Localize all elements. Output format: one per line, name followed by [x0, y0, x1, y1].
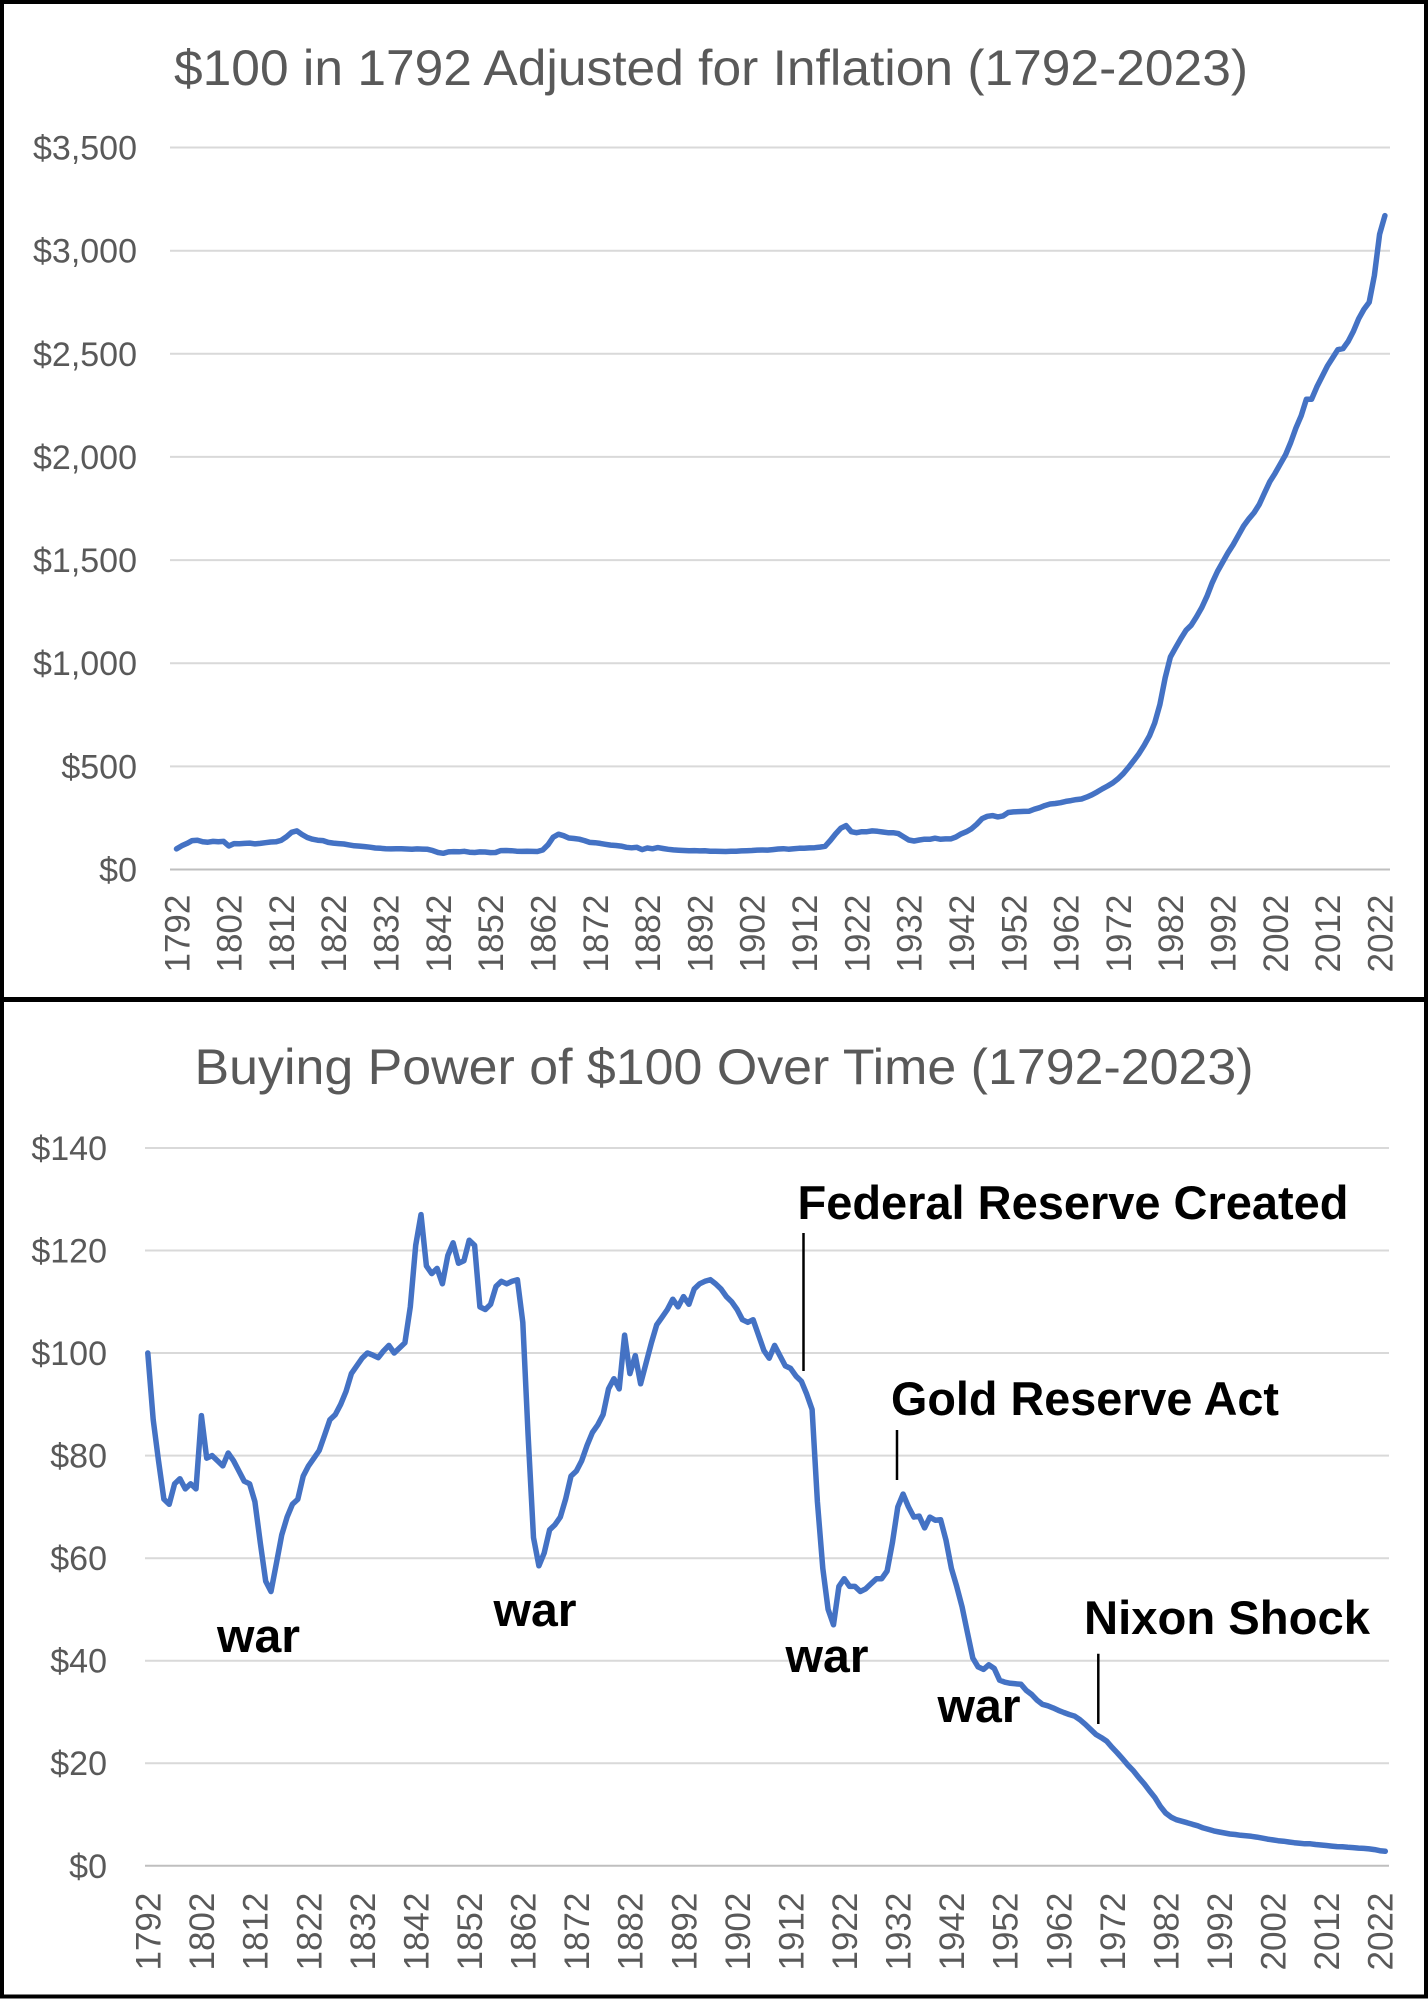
svg-text:1872: 1872 — [577, 895, 616, 973]
svg-text:$140: $140 — [31, 1130, 107, 1168]
svg-text:1922: 1922 — [838, 895, 877, 973]
svg-text:1912: 1912 — [786, 895, 825, 973]
svg-text:1852: 1852 — [451, 1893, 490, 1971]
svg-text:2012: 2012 — [1308, 1893, 1347, 1971]
svg-text:1972: 1972 — [1094, 1893, 1133, 1971]
svg-text:1812: 1812 — [237, 1893, 276, 1971]
svg-text:$80: $80 — [50, 1438, 107, 1476]
svg-text:1822: 1822 — [290, 1893, 329, 1971]
svg-text:$120: $120 — [31, 1233, 107, 1271]
svg-text:2002: 2002 — [1255, 1893, 1294, 1971]
svg-text:$3,500: $3,500 — [33, 130, 137, 168]
svg-text:$1,500: $1,500 — [33, 542, 137, 580]
svg-text:1892: 1892 — [681, 895, 720, 973]
svg-text:1802: 1802 — [211, 895, 250, 973]
svg-text:$1,000: $1,000 — [33, 645, 137, 683]
svg-text:$40: $40 — [50, 1643, 107, 1681]
svg-text:$3,000: $3,000 — [33, 233, 137, 271]
svg-text:$60: $60 — [50, 1540, 107, 1578]
svg-text:$0: $0 — [99, 852, 137, 890]
svg-text:1982: 1982 — [1147, 1893, 1186, 1971]
svg-text:Federal Reserve Created: Federal Reserve Created — [798, 1176, 1349, 1229]
svg-text:$0: $0 — [69, 1848, 107, 1886]
svg-text:1832: 1832 — [368, 895, 407, 973]
svg-text:1842: 1842 — [420, 895, 459, 973]
svg-text:$2,000: $2,000 — [33, 439, 137, 477]
svg-text:1862: 1862 — [505, 1893, 544, 1971]
svg-text:1872: 1872 — [558, 1893, 597, 1971]
svg-text:1952: 1952 — [987, 1893, 1026, 1971]
svg-text:1932: 1932 — [891, 895, 930, 973]
svg-text:2022: 2022 — [1361, 895, 1400, 973]
svg-text:1962: 1962 — [1048, 895, 1087, 973]
svg-text:1852: 1852 — [472, 895, 511, 973]
svg-text:war: war — [784, 1629, 868, 1682]
svg-text:1942: 1942 — [933, 1893, 972, 1971]
svg-text:war: war — [216, 1609, 300, 1662]
svg-text:1822: 1822 — [315, 895, 354, 973]
svg-text:$20: $20 — [50, 1745, 107, 1783]
svg-text:Gold Reserve Act: Gold Reserve Act — [891, 1372, 1279, 1425]
svg-text:1982: 1982 — [1152, 895, 1191, 973]
svg-text:1892: 1892 — [665, 1893, 704, 1971]
svg-text:1952: 1952 — [995, 895, 1034, 973]
svg-text:1882: 1882 — [629, 895, 668, 973]
svg-text:$100 in 1792 Adjusted for Infl: $100 in 1792 Adjusted for Inflation (179… — [174, 40, 1248, 96]
svg-text:war: war — [936, 1679, 1020, 1732]
svg-text:1832: 1832 — [344, 1893, 383, 1971]
svg-text:1932: 1932 — [880, 1893, 919, 1971]
svg-text:1992: 1992 — [1201, 1893, 1240, 1971]
svg-text:$100: $100 — [31, 1335, 107, 1373]
svg-text:1842: 1842 — [398, 1893, 437, 1971]
svg-text:Buying Power of $100 Over Time: Buying Power of $100 Over Time (1792-202… — [195, 1039, 1254, 1095]
svg-text:2012: 2012 — [1309, 895, 1348, 973]
svg-text:1792: 1792 — [158, 895, 197, 973]
svg-text:$2,500: $2,500 — [33, 336, 137, 374]
svg-text:1922: 1922 — [826, 1893, 865, 1971]
svg-text:1792: 1792 — [130, 1893, 169, 1971]
svg-text:2022: 2022 — [1362, 1893, 1401, 1971]
svg-text:1972: 1972 — [1100, 895, 1139, 973]
svg-text:1862: 1862 — [525, 895, 564, 973]
svg-text:1912: 1912 — [772, 1893, 811, 1971]
svg-text:Nixon Shock: Nixon Shock — [1084, 1591, 1371, 1644]
svg-text:war: war — [492, 1583, 576, 1636]
svg-text:1902: 1902 — [719, 1893, 758, 1971]
svg-text:1802: 1802 — [183, 1893, 222, 1971]
svg-text:1992: 1992 — [1205, 895, 1244, 973]
svg-text:2002: 2002 — [1257, 895, 1296, 973]
svg-text:1942: 1942 — [943, 895, 982, 973]
svg-text:1962: 1962 — [1040, 1893, 1079, 1971]
svg-text:$500: $500 — [61, 748, 137, 786]
svg-text:1882: 1882 — [612, 1893, 651, 1971]
svg-text:1812: 1812 — [263, 895, 302, 973]
svg-text:1902: 1902 — [734, 895, 773, 973]
